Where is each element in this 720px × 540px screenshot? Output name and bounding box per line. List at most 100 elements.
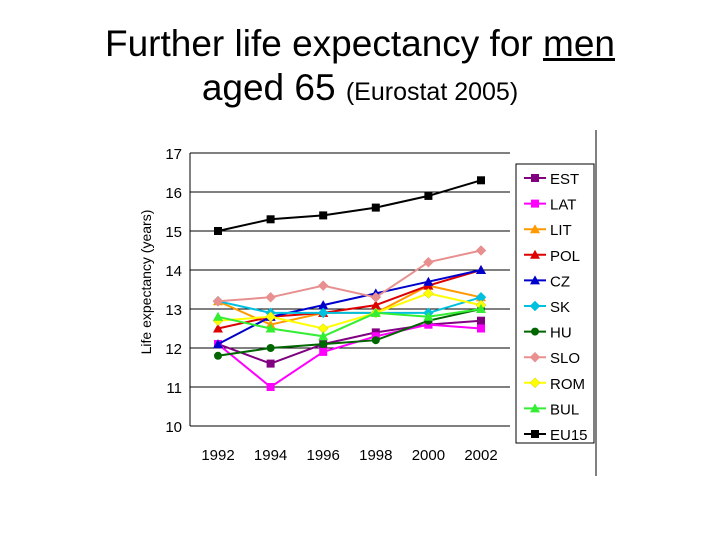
legend-entry-rom: ROM bbox=[524, 376, 585, 393]
data-point bbox=[214, 227, 222, 235]
legend-entry-cz: CZ bbox=[524, 273, 570, 290]
legend-label: POL bbox=[550, 248, 580, 265]
data-point bbox=[423, 276, 434, 286]
legend-label: SK bbox=[550, 299, 570, 316]
y-tick-label: 16 bbox=[165, 185, 182, 202]
series-line bbox=[217, 249, 482, 303]
x-tick-label: 1994 bbox=[254, 447, 287, 464]
legend-label: EU15 bbox=[550, 427, 588, 444]
data-point bbox=[265, 323, 276, 333]
data-point bbox=[265, 291, 276, 303]
series-eu15 bbox=[214, 176, 485, 235]
data-point bbox=[371, 203, 380, 212]
series-rom bbox=[212, 288, 487, 334]
data-point bbox=[477, 316, 485, 325]
data-point bbox=[318, 300, 329, 310]
data-point bbox=[424, 191, 433, 200]
series-lat bbox=[214, 320, 485, 391]
legend-entry-est: EST bbox=[524, 171, 579, 188]
data-point bbox=[317, 280, 329, 291]
data-point bbox=[529, 300, 541, 312]
data-point bbox=[531, 199, 539, 208]
y-tick-label: 11 bbox=[166, 380, 182, 397]
data-point bbox=[423, 256, 434, 268]
data-point bbox=[531, 327, 539, 336]
legend-label: EST bbox=[550, 171, 579, 188]
data-point bbox=[213, 311, 223, 321]
data-point bbox=[371, 336, 380, 345]
data-point bbox=[266, 383, 275, 391]
data-point bbox=[530, 224, 540, 234]
chart-title: Further life expectancy for men aged 65 … bbox=[0, 22, 720, 114]
series-slo bbox=[212, 245, 487, 307]
legend-label: LIT bbox=[550, 222, 572, 239]
data-point bbox=[318, 331, 329, 341]
series-line bbox=[217, 308, 482, 357]
series-cz bbox=[213, 265, 486, 349]
legend-entry-hu: HU bbox=[524, 325, 572, 342]
y-tick-label: 14 bbox=[165, 263, 182, 280]
series-line bbox=[217, 319, 482, 365]
data-point bbox=[212, 295, 224, 307]
data-point bbox=[266, 215, 275, 224]
data-point bbox=[423, 311, 434, 321]
title-emphasis: men bbox=[543, 23, 615, 64]
y-axis-label: Life expectancy (years) bbox=[138, 210, 154, 355]
y-tick-label: 13 bbox=[165, 302, 182, 319]
series-line bbox=[217, 308, 482, 338]
data-point bbox=[530, 249, 540, 259]
legend-label: LAT bbox=[550, 197, 576, 214]
legend-entry-bul: BUL bbox=[524, 401, 579, 418]
data-point bbox=[530, 275, 540, 285]
data-point bbox=[370, 300, 381, 310]
title-main: aged 65 bbox=[201, 67, 346, 108]
x-tick-label: 1996 bbox=[307, 447, 340, 464]
data-point bbox=[423, 288, 434, 299]
data-point bbox=[214, 351, 222, 360]
x-tick-label: 1992 bbox=[201, 447, 234, 464]
title-line-1: Further life expectancy for men bbox=[0, 22, 720, 66]
legend-label: CZ bbox=[550, 273, 570, 290]
title-source: (Eurostat 2005) bbox=[345, 78, 519, 106]
title-prefix: Further life expectancy for bbox=[104, 23, 544, 64]
x-tick-label: 2000 bbox=[412, 447, 445, 464]
y-tick-label: 10 bbox=[165, 419, 182, 436]
data-point bbox=[529, 351, 541, 363]
data-point bbox=[319, 211, 328, 220]
data-point bbox=[475, 245, 487, 256]
series-line bbox=[217, 269, 482, 330]
series-line bbox=[217, 292, 482, 330]
y-tick-label: 17 bbox=[165, 146, 182, 163]
legend-label: HU bbox=[550, 325, 572, 342]
legend-entry-pol: POL bbox=[524, 248, 580, 265]
y-tick-label: 15 bbox=[165, 224, 182, 241]
data-point bbox=[370, 291, 382, 303]
data-point bbox=[265, 311, 276, 323]
series-line bbox=[217, 323, 482, 389]
data-point bbox=[319, 340, 328, 349]
data-point bbox=[477, 176, 485, 185]
series-line bbox=[217, 179, 482, 232]
legend-entry-lit: LIT bbox=[524, 222, 572, 239]
legend-entry-slo: SLO bbox=[524, 350, 580, 367]
series-line bbox=[217, 296, 482, 314]
data-point bbox=[266, 359, 275, 368]
y-tick-label: 12 bbox=[165, 341, 182, 358]
x-tick-label: 1998 bbox=[359, 447, 392, 464]
legend-entry-lat: LAT bbox=[524, 197, 576, 214]
data-point bbox=[530, 403, 540, 413]
legend-box bbox=[515, 163, 595, 444]
title-line-2: aged 65 (Eurostat 2005) bbox=[0, 66, 720, 114]
data-point bbox=[476, 304, 486, 313]
series-bul bbox=[213, 304, 486, 341]
data-point bbox=[317, 307, 329, 319]
data-point bbox=[531, 174, 539, 182]
legend-entry-sk: SK bbox=[524, 299, 570, 316]
data-point bbox=[531, 430, 539, 438]
legend-entry-eu15: EU15 bbox=[524, 427, 588, 444]
data-point bbox=[213, 323, 223, 333]
legend-label: SLO bbox=[550, 350, 580, 367]
legend-label: BUL bbox=[550, 401, 579, 418]
data-point bbox=[370, 307, 381, 317]
